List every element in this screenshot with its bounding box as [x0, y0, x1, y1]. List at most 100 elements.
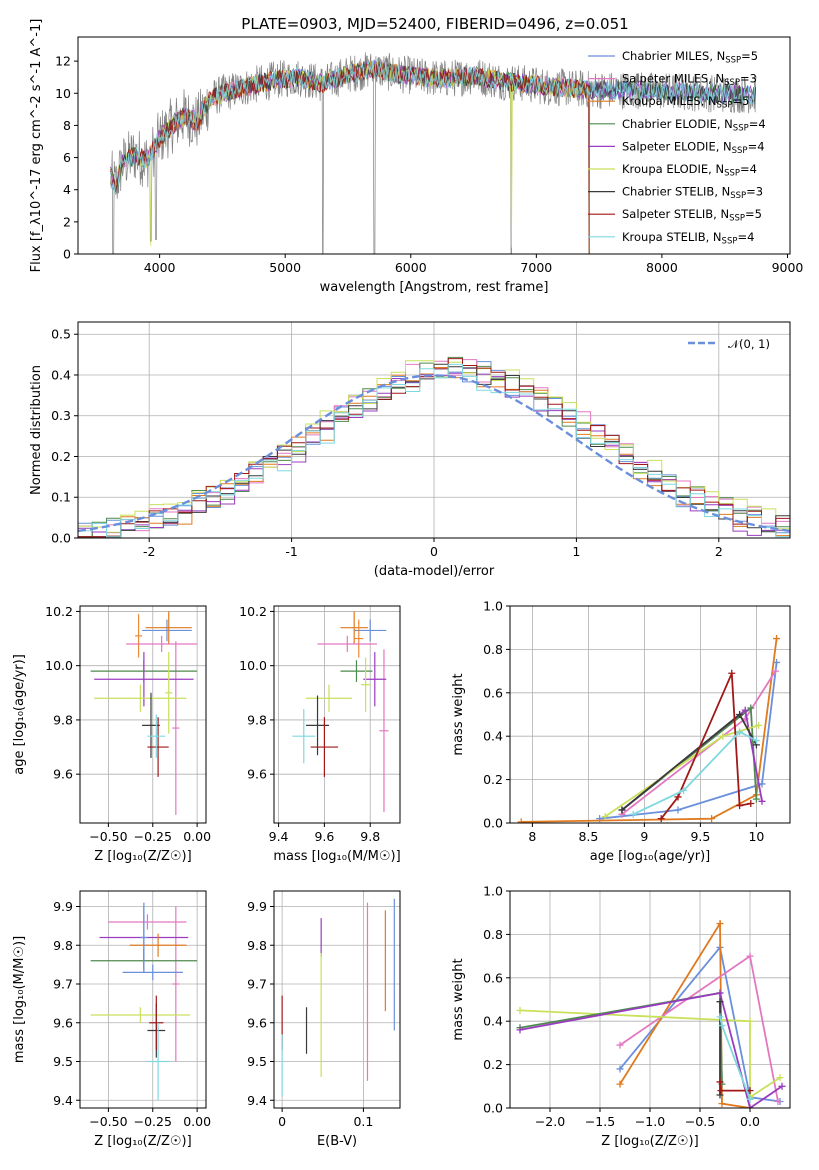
legend-entry: Kroupa STELIB, NSSP=4	[622, 230, 754, 247]
y-tick-label: 9.4	[53, 1093, 73, 1108]
y-tick-label: 0.1	[51, 490, 71, 505]
y-tick-label: 10.0	[239, 658, 267, 673]
x-tick-label: 5000	[269, 260, 301, 275]
series-marker	[771, 667, 779, 675]
y-tick-label: 12	[55, 54, 71, 69]
y-tick-label: 0.2	[51, 449, 71, 464]
series-line	[521, 638, 778, 823]
y-tick-label: 9.9	[53, 899, 73, 914]
x-axis-label: wavelength [Angstrom, rest frame]	[320, 280, 549, 295]
series-marker	[752, 795, 760, 803]
y-tick-label: 0.0	[483, 1101, 503, 1116]
series-line	[619, 945, 781, 1103]
series-marker	[746, 1017, 754, 1025]
legend-entry: Salpeter STELIB, NSSP=5	[622, 207, 762, 224]
x-tick-label: 1	[572, 544, 580, 559]
y-tick-label: 9.6	[247, 1015, 267, 1030]
y-tick-label: 0.8	[483, 642, 503, 657]
plot-area	[78, 356, 790, 538]
y-tick-label: 10	[55, 86, 71, 101]
y-axis-label: Normed distribution	[29, 365, 44, 495]
x-tick-label: 9	[640, 829, 648, 844]
x-tick-label: −0.5	[685, 1114, 715, 1129]
x-axis-label: E(B-V)	[317, 1134, 357, 1149]
x-tick-label: 9000	[772, 260, 804, 275]
x-tick-label: -2	[143, 544, 155, 559]
x-tick-label: −0.50	[89, 829, 127, 844]
plot-area	[516, 920, 786, 1108]
x-tick-label: 0	[430, 544, 438, 559]
x-tick-label: -1	[285, 544, 297, 559]
series-marker	[741, 706, 749, 714]
series-marker	[716, 1091, 724, 1099]
series-marker	[755, 721, 763, 729]
plot-area	[517, 635, 781, 823]
x-tick-label: 6000	[395, 260, 427, 275]
x-tick-label: 7000	[520, 260, 552, 275]
series-marker	[616, 1080, 624, 1088]
x-tick-label: 4000	[144, 260, 176, 275]
x-tick-label: 0.00	[183, 1114, 211, 1129]
y-tick-label: 2	[63, 214, 71, 229]
series-marker	[629, 810, 637, 818]
series-marker	[728, 669, 736, 677]
x-tick-label: −2.0	[535, 1114, 565, 1129]
legend-entry: Chabrier STELIB, NSSP=3	[622, 185, 763, 202]
x-tick-label: 0	[278, 1114, 286, 1129]
series-marker	[674, 806, 682, 814]
series-marker	[516, 1006, 524, 1014]
legend-entry: Kroupa MILES, NSSP=5	[622, 94, 749, 111]
y-tick-label: 0.6	[483, 970, 503, 985]
y-tick-label: 0.2	[483, 1057, 503, 1072]
series-marker	[719, 732, 727, 740]
y-axis-label: age [log₁₀(age/yr)]	[12, 654, 27, 775]
y-tick-label: 0.4	[483, 729, 503, 744]
y-tick-label: 9.4	[247, 1093, 267, 1108]
legend-entry: Chabrier ELODIE, NSSP=4	[622, 117, 766, 134]
series-marker	[716, 920, 724, 928]
y-tick-label: 6	[63, 150, 71, 165]
x-tick-label: −1.5	[585, 1114, 615, 1129]
series-marker	[680, 786, 688, 794]
y-tick-label: 0.6	[483, 685, 503, 700]
series-marker	[717, 1087, 725, 1095]
series-marker	[746, 952, 754, 960]
x-tick-label: 9.4	[269, 829, 289, 844]
series-marker	[618, 806, 626, 814]
axes-frame	[273, 605, 401, 824]
series-marker	[736, 711, 744, 718]
y-tick-label: 9.7	[247, 977, 267, 992]
figure-title: PLATE=0903, MJD=52400, FIBERID=0496, z=0…	[241, 15, 628, 33]
x-axis-label: Z [log₁₀(Z/Z☉)]	[94, 1134, 191, 1149]
y-tick-label: 10.2	[239, 604, 267, 619]
panel-residuals: -2 -1 0 1 2 0.0 0.1 0.2 0.3 0.4 0.5 𝒩(0, 1) (data-mo…	[29, 321, 791, 579]
series-marker	[674, 793, 682, 801]
panel-mass-weight-vs-age: 8 8.5 9 9.5 10 0.0 0.2 0.4 0.6 0.8 1.0 age [log₁₀(a…	[451, 599, 791, 864]
series-line	[519, 991, 783, 1108]
y-tick-label: 1.0	[483, 884, 503, 899]
y-tick-label: 8	[63, 118, 71, 133]
series-marker	[716, 1078, 724, 1086]
plot-area	[90, 902, 198, 1101]
series-marker	[718, 1022, 726, 1030]
panel-age-vs-Z: −0.50 −0.25 0.00 9.6 9.8 10.0 10.2 Z [log₁₀(Z/Z…	[12, 604, 211, 864]
x-tick-label: 8.5	[578, 829, 598, 844]
x-axis-label: Z [log₁₀(Z/Z☉)]	[601, 1134, 698, 1149]
series-marker	[716, 1013, 724, 1021]
series-marker	[778, 1082, 786, 1090]
series-marker	[773, 635, 781, 643]
model-line	[110, 59, 756, 194]
axes-frame	[77, 321, 791, 539]
panel-mass-vs-ebv: 0 0.1 9.4 9.5 9.6 9.7 9.8 9.9 E(B-V)	[247, 890, 401, 1149]
y-tick-label: 0.4	[51, 367, 71, 382]
axes-frame	[77, 36, 791, 255]
y-tick-label: 9.6	[53, 1015, 73, 1030]
legend-entry: 𝒩(0, 1)	[728, 337, 770, 351]
series-line	[632, 730, 757, 816]
y-tick-label: 0.0	[483, 816, 503, 831]
panel-mass-weight-vs-Z: −2.0 −1.5 −1.0 −0.5 0.0 0.0 0.2 0.4 0.6 0.8 1.0 Z […	[451, 884, 791, 1149]
x-tick-label: 9.5	[690, 829, 710, 844]
axes-frame	[273, 890, 401, 1109]
y-tick-label: 1.0	[483, 599, 503, 614]
